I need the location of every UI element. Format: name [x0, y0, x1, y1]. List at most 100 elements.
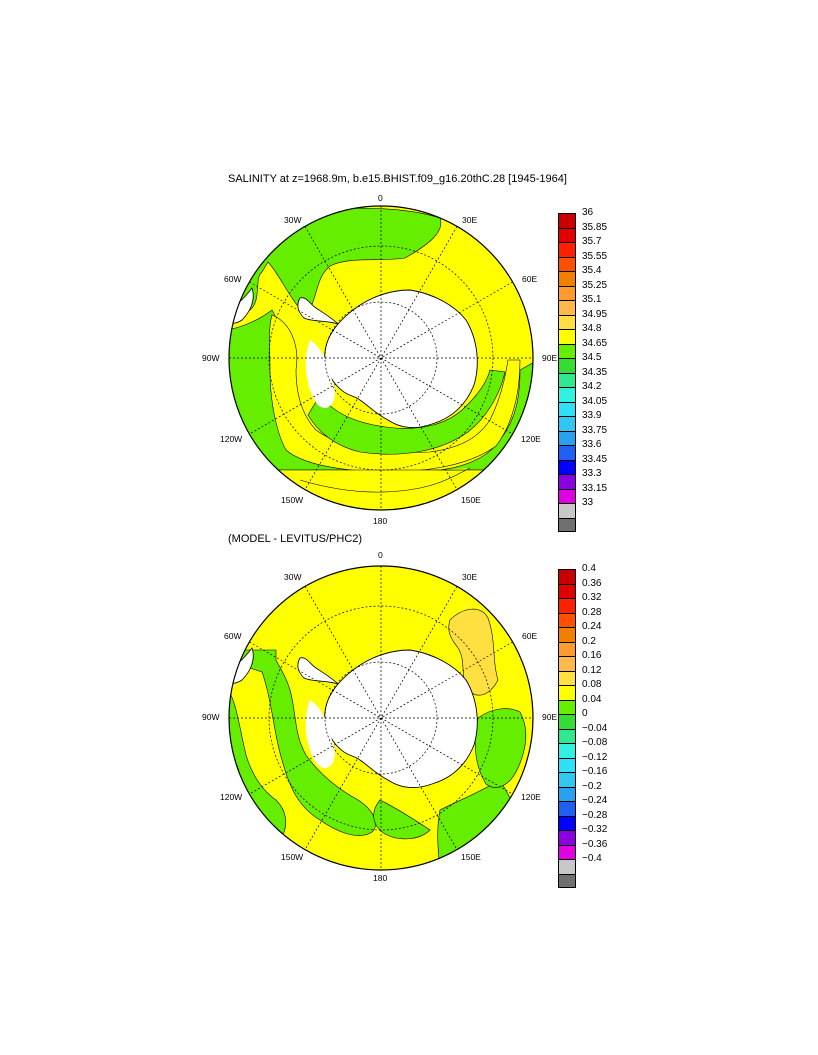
- colorbar2-swatch: [558, 583, 576, 598]
- colorbar2-swatch: [558, 728, 576, 743]
- colorbar1-swatch: [558, 242, 576, 257]
- lon-label-60e: 60E: [522, 274, 538, 284]
- panel1-title: SALINITY at z=1968.9m, b.e15.BHIST.f09_g…: [228, 173, 567, 185]
- diff-green-band-west: [229, 649, 376, 836]
- lon-label-180-b: 180: [373, 873, 388, 883]
- colorbar2-swatch: [558, 772, 576, 787]
- diff-green-south: [373, 799, 431, 840]
- colorbar2-swatch: [558, 612, 576, 627]
- lon-label-60e-b: 60E: [522, 631, 538, 641]
- colorbar1-label: 35.25: [582, 279, 608, 291]
- lon-label-120w: 120W: [220, 434, 243, 444]
- lon-label-90w-b: 90W: [202, 712, 220, 722]
- colorbar2-label: 0: [582, 708, 588, 719]
- colorbar2-swatch: [558, 699, 576, 714]
- lon-label-30w: 30W: [284, 215, 302, 225]
- panel2-title: (MODEL - LEVITUS/PHC2): [228, 533, 363, 545]
- colorbar2-swatch: [558, 569, 576, 584]
- colorbar1-swatch: [558, 401, 576, 416]
- colorbar2-label: 0.28: [582, 606, 602, 618]
- colorbar1-swatch: [558, 387, 576, 402]
- colorbar2-swatch: [558, 670, 576, 685]
- colorbar1-label: 34.5: [582, 352, 602, 363]
- antarctic-peninsula: [297, 297, 339, 325]
- lon-label-30e-b: 30E: [462, 572, 478, 582]
- colorbar1-swatch: [558, 474, 576, 489]
- colorbar2-label: −0.4: [582, 853, 602, 864]
- lon-label-30w-b: 30W: [284, 572, 302, 582]
- lon-label-150e: 150E: [461, 495, 481, 505]
- colorbar1-label: 33.15: [582, 482, 608, 494]
- colorbar1-label: 36: [582, 207, 594, 218]
- lon-label-90w: 90W: [202, 353, 220, 363]
- colorbar1-label: 34.35: [582, 366, 608, 378]
- lon-label-120e-b: 120E: [521, 792, 541, 802]
- colorbar2-swatch: [558, 685, 576, 700]
- colorbar2-swatch: [558, 844, 576, 859]
- colorbar2-swatch: [558, 598, 576, 613]
- colorbar2-label: −0.2: [582, 780, 602, 792]
- colorbar1-swatch: [558, 445, 576, 460]
- colorbar1-swatch: [558, 372, 576, 387]
- colorbar1-swatch: [558, 517, 576, 532]
- diff-orange-patch: [448, 608, 499, 696]
- colorbar2-swatch: [558, 873, 576, 888]
- lon-label-180: 180: [373, 516, 388, 526]
- lon-label-60w: 60W: [224, 274, 242, 284]
- colorbar2-swatch: [558, 656, 576, 671]
- colorbar1-swatch: [558, 227, 576, 242]
- colorbar2-label: 0.16: [582, 650, 602, 661]
- colorbar1-label: 35.85: [582, 221, 608, 233]
- lon-label-90e: 90E: [542, 353, 558, 363]
- colorbar2-label: 0.36: [582, 577, 602, 589]
- lon-label-150w-b: 150W: [281, 852, 304, 862]
- colorbar2-swatch: [558, 627, 576, 642]
- colorbar1-label: 35.7: [582, 236, 602, 247]
- colorbar1-swatch: [558, 488, 576, 503]
- colorbar1-label: 34.65: [582, 337, 608, 349]
- colorbar2-label: 0.2: [582, 635, 596, 647]
- colorbar2-label: 0.04: [582, 693, 602, 705]
- colorbar2-label: 0.08: [582, 679, 602, 690]
- colorbar1-label: 33.9: [582, 410, 602, 421]
- colorbar1-swatch: [558, 459, 576, 474]
- colorbar2-label: −0.16: [582, 766, 608, 777]
- lon-label-30e: 30E: [462, 215, 478, 225]
- colorbar1-label: 33.3: [582, 468, 602, 479]
- colorbar1-label: 34.05: [582, 395, 608, 407]
- colorbar2-label: −0.32: [582, 824, 608, 835]
- colorbar2-swatch: [558, 743, 576, 758]
- colorbar1-swatch: [558, 314, 576, 329]
- lon-label-60w-b: 60W: [224, 631, 242, 641]
- colorbar1-label: 35.55: [582, 250, 608, 262]
- colorbar1-swatch: [558, 213, 576, 228]
- salinity-yellow-band-west: [269, 314, 521, 473]
- colorbar1-label: 35.1: [582, 294, 602, 305]
- lon-label-90e-b: 90E: [542, 712, 558, 722]
- colorbar2-label: −0.36: [582, 838, 608, 850]
- colorbar2-swatch: [558, 641, 576, 656]
- colorbar1-label: 33: [582, 497, 594, 508]
- colorbar2-label: −0.08: [582, 737, 608, 748]
- colorbar1-swatch: [558, 430, 576, 445]
- colorbar1-label: 35.4: [582, 265, 602, 276]
- colorbar2-label: 0.24: [582, 621, 602, 632]
- colorbar2-swatch: [558, 830, 576, 845]
- colorbar1-swatch: [558, 329, 576, 344]
- map-frame-2: [228, 565, 534, 871]
- colorbar2-swatch: [558, 786, 576, 801]
- lon-label-120w-b: 120W: [220, 792, 243, 802]
- colorbar1-swatch: [558, 503, 576, 518]
- colorbar1-swatch: [558, 343, 576, 358]
- lon-label-0-b: 0: [378, 550, 383, 560]
- colorbar2-swatch: [558, 815, 576, 830]
- colorbar2-label: 0.32: [582, 592, 602, 603]
- colorbar1-swatch: [558, 271, 576, 286]
- colorbar2-label: 0.4: [582, 563, 596, 574]
- lon-label-150w: 150W: [281, 495, 304, 505]
- colorbar1-swatch: [558, 300, 576, 315]
- colorbar2-label: −0.12: [582, 751, 608, 763]
- colorbar2-swatch: [558, 801, 576, 816]
- map-frame-1: [228, 205, 534, 511]
